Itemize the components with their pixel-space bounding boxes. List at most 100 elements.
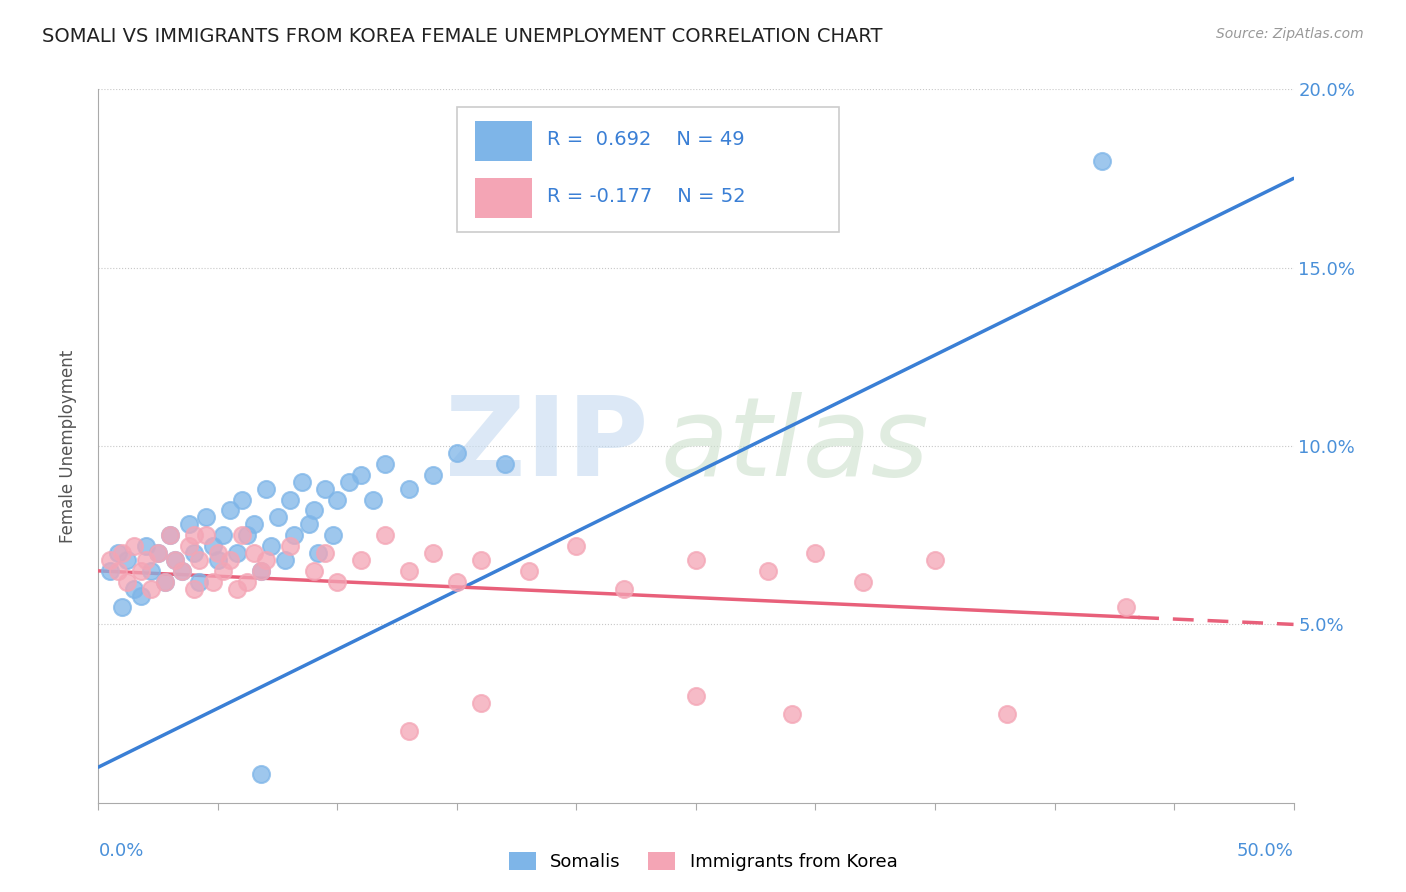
Point (107, 564, 129, 578)
Point (254, 553, 277, 567)
Point (183, 528, 205, 542)
Text: atlas: atlas (661, 392, 929, 500)
Point (267, 510, 290, 524)
Point (259, 539, 281, 553)
Point (685, 689, 707, 703)
Point (363, 492, 385, 507)
Point (398, 564, 420, 578)
Point (254, 482, 277, 496)
Point (315, 546, 337, 560)
Point (780, 706, 803, 721)
Point (398, 482, 420, 496)
Point (924, 553, 946, 567)
Point (231, 528, 253, 542)
Point (155, 574, 177, 589)
Point (148, 546, 170, 560)
Point (135, 553, 157, 567)
Text: 0.0%: 0.0% (98, 842, 143, 860)
Point (302, 503, 325, 517)
Point (302, 564, 325, 578)
Point (139, 564, 162, 578)
Point (446, 446, 468, 460)
Point (183, 582, 205, 596)
Point (163, 553, 186, 567)
Text: Source: ZipAtlas.com: Source: ZipAtlas.com (1216, 27, 1364, 41)
Point (183, 546, 205, 560)
Point (226, 546, 249, 560)
Point (179, 517, 201, 532)
Point (250, 564, 273, 578)
Point (163, 553, 186, 567)
Point (470, 696, 492, 710)
Point (172, 564, 194, 578)
Point (219, 503, 242, 517)
Text: R = -0.177    N = 52: R = -0.177 N = 52 (547, 186, 745, 206)
Point (207, 553, 229, 567)
Text: R =  0.692    N = 49: R = 0.692 N = 49 (547, 129, 744, 149)
Text: SOMALI VS IMMIGRANTS FROM KOREA FEMALE UNEMPLOYMENT CORRELATION CHART: SOMALI VS IMMIGRANTS FROM KOREA FEMALE U… (42, 27, 883, 45)
Point (291, 475, 314, 489)
Point (350, 553, 373, 567)
Point (211, 528, 233, 542)
Point (283, 528, 305, 542)
Point (422, 467, 444, 482)
Point (107, 546, 129, 560)
Point (350, 467, 373, 482)
Point (235, 574, 257, 589)
Point (565, 539, 588, 553)
Point (211, 564, 233, 578)
Point (135, 539, 157, 553)
Point (250, 564, 273, 578)
Point (139, 582, 162, 596)
Bar (475, 178, 533, 218)
Point (470, 553, 492, 567)
Point (219, 553, 242, 567)
Point (111, 546, 134, 560)
Point (422, 546, 444, 560)
Point (374, 457, 396, 471)
Point (322, 528, 344, 542)
Point (1091, 153, 1114, 168)
FancyBboxPatch shape (457, 107, 839, 232)
Text: ZIP: ZIP (444, 392, 648, 500)
Point (235, 528, 257, 542)
Y-axis label: Female Unemployment: Female Unemployment (59, 350, 77, 542)
Point (159, 528, 181, 542)
Point (339, 475, 361, 489)
Point (155, 574, 177, 589)
Point (187, 553, 209, 567)
Point (243, 517, 266, 532)
Point (202, 539, 225, 553)
Point (326, 492, 349, 507)
Point (494, 457, 516, 471)
Point (111, 599, 134, 614)
Point (243, 546, 266, 560)
Point (278, 539, 301, 553)
Point (374, 528, 396, 542)
Point (207, 546, 229, 560)
Point (315, 482, 337, 496)
Point (756, 564, 779, 578)
Point (517, 564, 540, 578)
Point (446, 574, 468, 589)
Point (995, 706, 1018, 721)
Point (226, 582, 249, 596)
Point (685, 553, 707, 567)
Point (804, 546, 827, 560)
Point (131, 589, 153, 603)
Point (202, 574, 225, 589)
Point (398, 724, 420, 739)
Point (307, 546, 329, 560)
Text: 50.0%: 50.0% (1237, 842, 1294, 860)
Point (115, 553, 138, 567)
Point (159, 528, 181, 542)
Point (250, 767, 273, 781)
Point (124, 539, 146, 553)
Point (231, 492, 253, 507)
Point (613, 582, 636, 596)
Point (172, 564, 194, 578)
Point (124, 582, 146, 596)
Point (852, 574, 875, 589)
Point (187, 574, 209, 589)
Point (1115, 599, 1137, 614)
